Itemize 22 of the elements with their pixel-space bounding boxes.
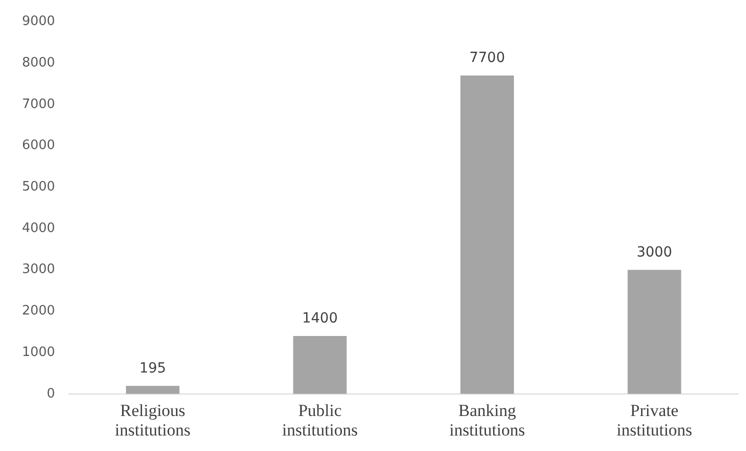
x-tick-label: Religious institutions: [114, 401, 190, 440]
x-tick-label: Banking institutions: [449, 401, 525, 440]
bar: [460, 76, 514, 394]
x-tick-label: Private institutions: [616, 401, 692, 440]
data-label: 195: [139, 360, 166, 376]
data-label: 1400: [302, 310, 338, 327]
y-tick-label: 1000: [22, 344, 56, 360]
y-tick-label: 6000: [22, 138, 56, 154]
x-tick-label: Public institutions: [282, 401, 358, 440]
y-tick-label: 0: [46, 386, 56, 402]
bar: [628, 270, 682, 394]
y-tick-label: 9000: [22, 14, 56, 30]
y-tick-label: 5000: [22, 180, 56, 195]
y-tick-label: 7000: [22, 96, 56, 112]
bar: [293, 336, 347, 394]
data-label: 7700: [469, 50, 505, 66]
bar: [126, 386, 180, 394]
y-tick-label: 4000: [22, 220, 56, 236]
y-tick-label: 2000: [22, 304, 56, 319]
y-tick-label: 3000: [22, 262, 56, 278]
y-tick-label: 8000: [22, 56, 56, 71]
data-label: 3000: [636, 244, 672, 261]
